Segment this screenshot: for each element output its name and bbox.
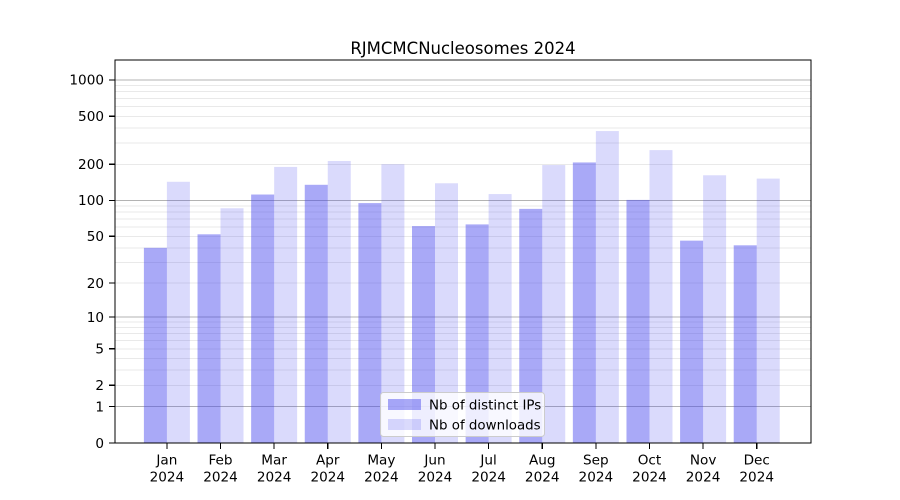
y-tick-label-1: 1 (95, 399, 104, 415)
bar-downloads-sep (595, 131, 619, 443)
x-tick-label-month-feb: Feb (208, 453, 232, 469)
legend-swatch-distinct-ips (388, 399, 421, 410)
x-tick-label-year-feb: 2024 (203, 470, 238, 486)
bar-distinct-ips-apr (304, 184, 328, 443)
bar-distinct-ips-sep (572, 162, 596, 443)
bar-distinct-ips-feb (197, 234, 221, 443)
bar-groups (143, 131, 780, 444)
x-tick-label-year-mar: 2024 (257, 470, 292, 486)
bar-downloads-feb (220, 208, 244, 443)
axes-frame (114, 59, 812, 444)
legend-box (380, 392, 545, 437)
bar-distinct-ips-oct (626, 199, 650, 443)
bar-distinct-ips-jan (143, 247, 167, 443)
bar-downloads-apr (327, 160, 351, 443)
x-tick-label-year-jun: 2024 (418, 470, 453, 486)
y-tick-label-100: 100 (78, 193, 104, 209)
x-tick-label-month-jan: Jan (155, 453, 177, 469)
x-tick-label-month-aug: Aug (529, 453, 556, 469)
bar-downloads-aug (542, 165, 566, 443)
x-tick-label-year-apr: 2024 (310, 470, 345, 486)
y-tick-label-20: 20 (87, 276, 104, 292)
legend-label-downloads: Nb of downloads (429, 419, 541, 434)
y-tick-label-1000: 1000 (69, 73, 104, 89)
bar-downloads-nov (703, 175, 727, 444)
y-tick-label-50: 50 (87, 229, 104, 245)
bar-distinct-ips-dec (733, 245, 757, 443)
y-tick-label-200: 200 (78, 157, 104, 173)
legend-label-distinct-ips: Nb of distinct IPs (429, 399, 541, 414)
bar-distinct-ips-nov (680, 240, 704, 443)
x-tick-label-year-aug: 2024 (525, 470, 560, 486)
bar-distinct-ips-aug (519, 208, 543, 443)
x-tick-label-year-sep: 2024 (579, 470, 614, 486)
x-tick-label-month-apr: Apr (316, 453, 340, 469)
x-tick-label-month-jul: Jul (479, 453, 496, 469)
x-tick-label-month-jun: Jun (423, 453, 445, 469)
x-tick-label-year-may: 2024 (364, 470, 399, 486)
x-tick-label-year-jul: 2024 (471, 470, 506, 486)
y-tick-label-500: 500 (78, 109, 104, 125)
y-axis: 0 1 2 5 10 20 50 100 200 500 1000 (69, 73, 115, 452)
bar-downloads-jul (488, 194, 512, 443)
bar-downloads-jun (435, 183, 458, 444)
x-tick-label-month-oct: Oct (638, 453, 662, 469)
bar-downloads-dec (756, 178, 780, 444)
bar-distinct-ips-jun (412, 226, 435, 443)
bar-distinct-ips-jul (465, 224, 489, 443)
bar-downloads-jan (166, 181, 190, 443)
grid-minor-lines (115, 84, 811, 386)
y-tick-label-2: 2 (95, 378, 104, 394)
x-tick-label-year-jan: 2024 (150, 470, 185, 486)
y-tick-label-10: 10 (87, 310, 104, 326)
x-tick-label-year-oct: 2024 (632, 470, 667, 486)
legend-swatch-downloads (388, 419, 421, 430)
bar-distinct-ips-may (358, 203, 382, 443)
x-tick-label-month-may: May (367, 453, 395, 469)
y-tick-label-0: 0 (95, 436, 104, 452)
bar-downloads-may (381, 164, 405, 443)
x-axis: Jan2024Feb2024Mar2024Apr2024May2024Jun20… (150, 443, 774, 486)
x-tick-label-month-dec: Dec (744, 453, 770, 469)
x-tick-label-year-dec: 2024 (739, 470, 774, 486)
bar-downloads-mar (274, 166, 298, 444)
x-tick-label-month-nov: Nov (690, 453, 717, 469)
x-tick-label-month-mar: Mar (261, 453, 287, 469)
bar-distinct-ips-mar (251, 194, 275, 443)
legend: Nb of distinct IPs Nb of downloads (380, 392, 545, 437)
x-tick-label-month-sep: Sep (583, 453, 609, 469)
y-tick-label-5: 5 (95, 342, 104, 358)
x-tick-label-year-nov: 2024 (686, 470, 721, 486)
bar-downloads-oct (649, 150, 673, 443)
chart-title: RJMCMCNucleosomes 2024 (350, 39, 575, 58)
